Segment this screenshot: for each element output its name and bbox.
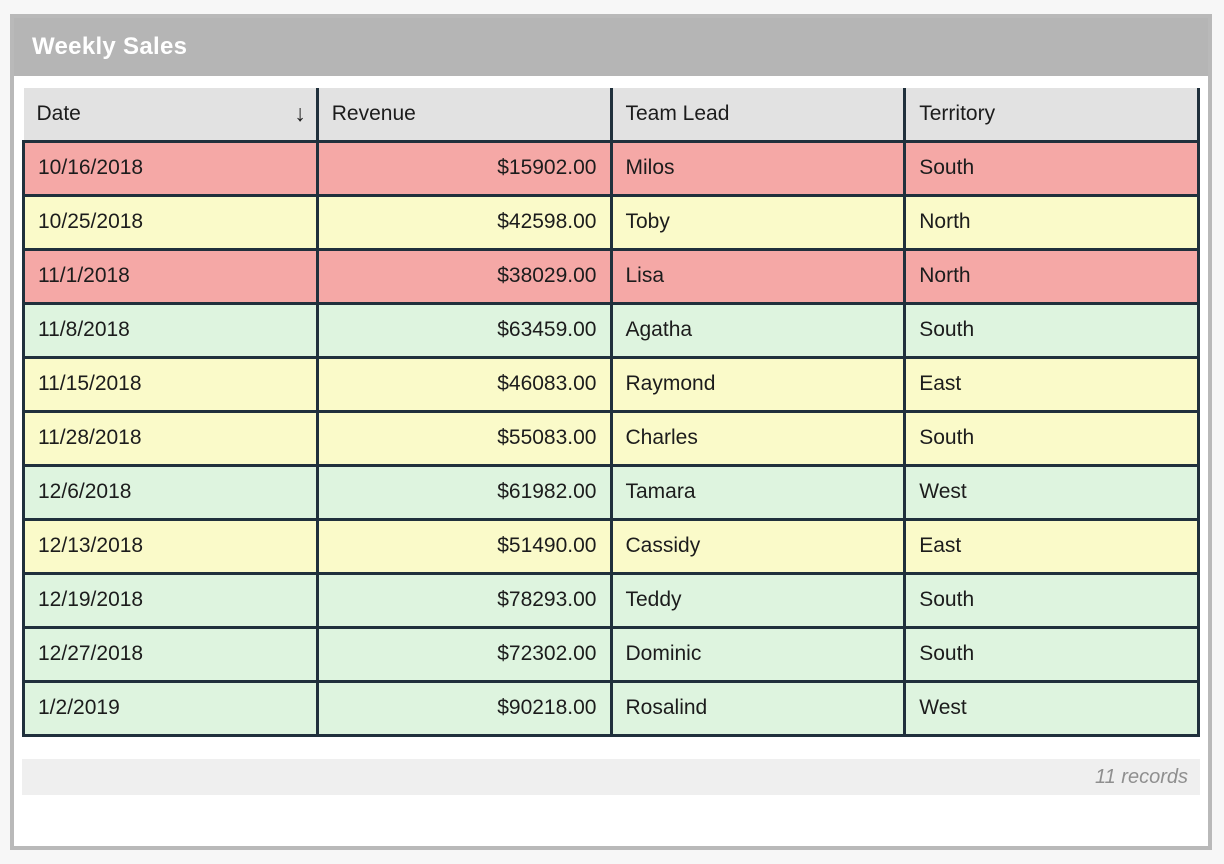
cell-date: 12/19/2018 [24, 573, 318, 627]
cell-date: 10/25/2018 [24, 195, 318, 249]
column-label-team-lead: Team Lead [626, 102, 730, 125]
table-row: 12/13/2018 $51490.00 Cassidy East [24, 519, 1199, 573]
table-row: 10/16/2018 $15902.00 Milos South [24, 141, 1199, 195]
cell-date: 10/16/2018 [24, 141, 318, 195]
cell-revenue: $61982.00 [317, 465, 611, 519]
cell-revenue: $90218.00 [317, 681, 611, 735]
cell-team-lead: Lisa [611, 249, 905, 303]
cell-revenue: $55083.00 [317, 411, 611, 465]
cell-date: 11/15/2018 [24, 357, 318, 411]
cell-team-lead: Charles [611, 411, 905, 465]
cell-territory: South [905, 627, 1199, 681]
table-row: 11/15/2018 $46083.00 Raymond East [24, 357, 1199, 411]
cell-revenue: $46083.00 [317, 357, 611, 411]
cell-team-lead: Agatha [611, 303, 905, 357]
column-header-date[interactable]: Date ↓ [24, 88, 318, 141]
cell-territory: East [905, 357, 1199, 411]
cell-territory: West [905, 465, 1199, 519]
cell-team-lead: Dominic [611, 627, 905, 681]
table-row: 10/25/2018 $42598.00 Toby North [24, 195, 1199, 249]
cell-revenue: $42598.00 [317, 195, 611, 249]
table-row: 12/19/2018 $78293.00 Teddy South [24, 573, 1199, 627]
sort-descending-icon: ↓ [294, 102, 306, 125]
cell-team-lead: Milos [611, 141, 905, 195]
column-header-territory[interactable]: Territory [905, 88, 1199, 141]
cell-team-lead: Cassidy [611, 519, 905, 573]
cell-revenue: $63459.00 [317, 303, 611, 357]
cell-territory: North [905, 249, 1199, 303]
table-row: 1/2/2019 $90218.00 Rosalind West [24, 681, 1199, 735]
cell-territory: South [905, 141, 1199, 195]
column-label-revenue: Revenue [332, 102, 416, 125]
column-label-date: Date [37, 102, 81, 126]
cell-date: 12/13/2018 [24, 519, 318, 573]
sales-table: Date ↓ Revenue Team Lead Territory [22, 88, 1200, 737]
cell-revenue: $51490.00 [317, 519, 611, 573]
cell-date: 11/28/2018 [24, 411, 318, 465]
header-row: Date ↓ Revenue Team Lead Territory [24, 88, 1199, 141]
weekly-sales-panel: Weekly Sales Date ↓ Revenue Team Lead [10, 14, 1212, 850]
cell-team-lead: Toby [611, 195, 905, 249]
cell-revenue: $38029.00 [317, 249, 611, 303]
cell-territory: South [905, 411, 1199, 465]
table-row: 12/6/2018 $61982.00 Tamara West [24, 465, 1199, 519]
column-header-team-lead[interactable]: Team Lead [611, 88, 905, 141]
panel-content: Date ↓ Revenue Team Lead Territory [14, 76, 1208, 795]
cell-date: 12/27/2018 [24, 627, 318, 681]
cell-revenue: $15902.00 [317, 141, 611, 195]
cell-team-lead: Tamara [611, 465, 905, 519]
cell-territory: West [905, 681, 1199, 735]
status-bar: 11 records [22, 759, 1200, 795]
cell-team-lead: Rosalind [611, 681, 905, 735]
cell-territory: South [905, 573, 1199, 627]
column-label-territory: Territory [919, 102, 995, 125]
cell-date: 11/1/2018 [24, 249, 318, 303]
table-row: 11/8/2018 $63459.00 Agatha South [24, 303, 1199, 357]
cell-date: 11/8/2018 [24, 303, 318, 357]
table-row: 11/1/2018 $38029.00 Lisa North [24, 249, 1199, 303]
record-count: 11 records [1095, 766, 1188, 788]
cell-date: 12/6/2018 [24, 465, 318, 519]
cell-team-lead: Raymond [611, 357, 905, 411]
cell-territory: North [905, 195, 1199, 249]
table-row: 11/28/2018 $55083.00 Charles South [24, 411, 1199, 465]
table-body: 10/16/2018 $15902.00 Milos South 10/25/2… [24, 141, 1199, 735]
column-header-revenue[interactable]: Revenue [317, 88, 611, 141]
cell-team-lead: Teddy [611, 573, 905, 627]
cell-territory: East [905, 519, 1199, 573]
cell-revenue: $72302.00 [317, 627, 611, 681]
cell-revenue: $78293.00 [317, 573, 611, 627]
cell-date: 1/2/2019 [24, 681, 318, 735]
panel-title: Weekly Sales [14, 18, 1208, 76]
cell-territory: South [905, 303, 1199, 357]
table-row: 12/27/2018 $72302.00 Dominic South [24, 627, 1199, 681]
